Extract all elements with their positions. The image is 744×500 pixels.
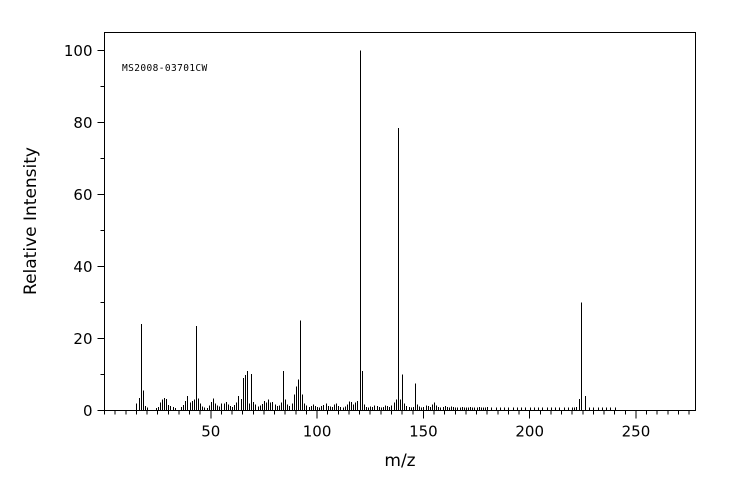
plot-border	[104, 32, 696, 411]
sample-id-annotation: MS2008-03701CW	[122, 63, 208, 74]
y-tick-label: 20	[73, 330, 92, 348]
x-axis: 50 100 150 200 250	[104, 410, 690, 441]
y-axis: 0 20 40 60 80 100	[64, 42, 105, 420]
plot-frame	[104, 32, 696, 411]
x-tick-label: 50	[201, 423, 220, 441]
x-tick-label: 200	[515, 423, 544, 441]
x-tick-label: 150	[409, 423, 438, 441]
x-tick-label: 100	[303, 423, 332, 441]
spectrum-peaks	[136, 50, 616, 411]
y-tick-label: 80	[73, 114, 92, 132]
y-tick-label: 100	[64, 42, 93, 60]
x-tick-label: 250	[622, 423, 651, 441]
y-tick-label: 0	[83, 402, 93, 420]
y-tick-label: 40	[73, 258, 92, 276]
y-axis-title: Relative Intensity	[21, 147, 41, 295]
x-axis-title: m/z	[384, 451, 415, 471]
y-tick-label: 60	[73, 186, 92, 204]
